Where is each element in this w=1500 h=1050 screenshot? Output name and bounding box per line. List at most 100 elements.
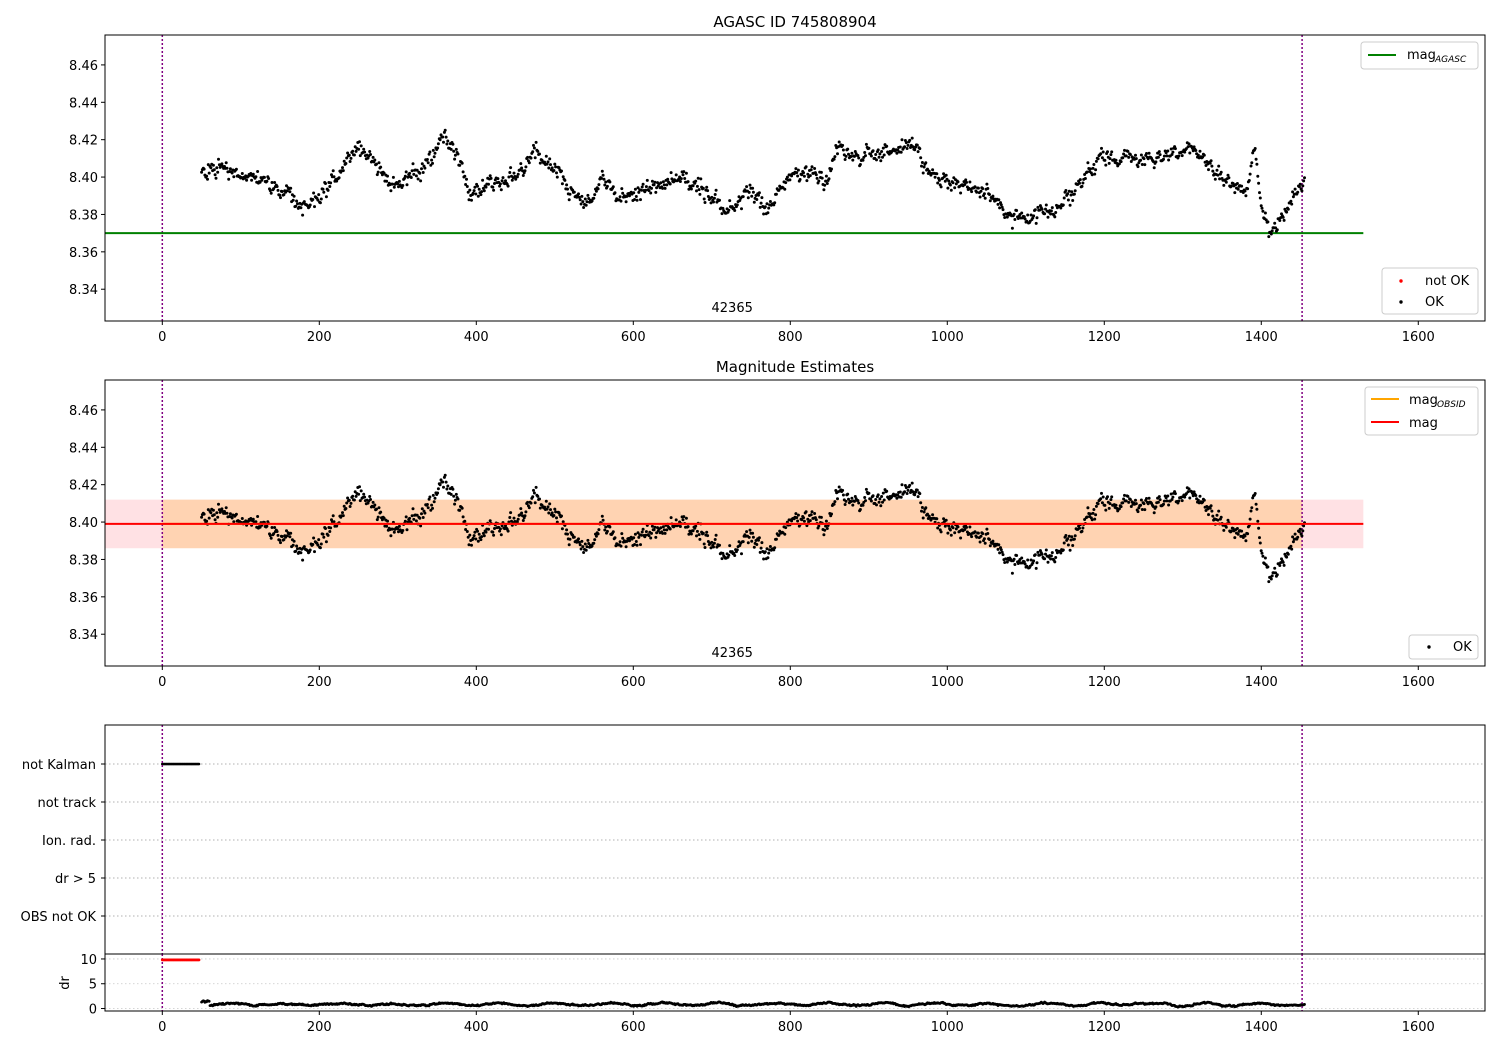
estimate-point xyxy=(1188,496,1192,500)
ok-point xyxy=(834,144,838,147)
ok-point xyxy=(1233,191,1237,195)
ok-point xyxy=(1302,179,1306,183)
estimate-point xyxy=(481,531,485,535)
ok-point xyxy=(1270,229,1274,233)
estimate-point xyxy=(279,541,282,545)
ok-point xyxy=(389,189,393,193)
estimate-point xyxy=(959,536,963,540)
estimate-point xyxy=(1282,563,1286,567)
panel1-legend-top: mag AGASC xyxy=(1360,41,1479,70)
estimate-point xyxy=(396,527,400,531)
estimate-point xyxy=(1069,538,1073,542)
estimate-point xyxy=(644,530,648,534)
estimate-point xyxy=(1034,566,1038,570)
ok-point xyxy=(583,197,587,201)
ok-point xyxy=(1101,150,1105,154)
ok-point xyxy=(481,178,485,182)
ok-point xyxy=(1253,147,1257,150)
estimate-point xyxy=(341,511,344,515)
estimate-point xyxy=(1099,497,1103,501)
ok-point xyxy=(733,209,737,212)
estimate-point xyxy=(1260,551,1264,555)
estimate-point xyxy=(470,543,473,547)
ok-point xyxy=(650,179,654,183)
estimate-point xyxy=(580,539,584,543)
estimate-point xyxy=(377,506,381,510)
ok-point xyxy=(270,181,274,184)
estimate-point xyxy=(341,514,345,518)
estimate-point xyxy=(347,498,351,502)
ok-point xyxy=(504,179,507,183)
estimate-point xyxy=(1231,527,1235,530)
estimate-point xyxy=(280,535,284,538)
estimate-point xyxy=(1167,503,1171,507)
ok-point xyxy=(538,152,541,156)
ok-point xyxy=(278,193,282,197)
ok-point xyxy=(1020,211,1024,215)
estimate-point xyxy=(908,483,912,487)
ok-point xyxy=(712,196,716,200)
estimate-point xyxy=(515,520,519,524)
ok-point xyxy=(454,147,458,151)
ok-point xyxy=(342,159,346,163)
estimate-point xyxy=(507,520,511,524)
estimate-point xyxy=(1145,497,1148,500)
estimate-point xyxy=(903,490,907,494)
ok-point xyxy=(1089,167,1092,171)
estimate-point xyxy=(856,499,860,502)
ok-point xyxy=(766,211,770,215)
estimate-point xyxy=(352,498,356,502)
estimate-point xyxy=(1219,515,1223,519)
ok-point xyxy=(492,188,496,192)
ok-point xyxy=(205,174,209,178)
ok-point xyxy=(1244,194,1248,198)
ok-point xyxy=(625,194,629,198)
ok-point xyxy=(391,175,395,179)
estimate-point xyxy=(1289,544,1293,548)
ok-point xyxy=(1258,196,1262,200)
estimate-point xyxy=(256,515,260,518)
estimate-point xyxy=(1109,498,1113,502)
estimate-point xyxy=(351,494,355,498)
ok-point xyxy=(506,184,510,188)
ok-point xyxy=(324,182,327,185)
estimate-point xyxy=(988,538,991,541)
ok-point xyxy=(471,191,475,195)
ok-point xyxy=(665,183,669,187)
ok-point xyxy=(798,178,802,181)
estimate-point xyxy=(1110,495,1114,499)
estimate-point xyxy=(654,535,658,539)
ok-point xyxy=(806,172,810,176)
ok-point xyxy=(621,191,625,195)
ok-point xyxy=(921,171,925,175)
estimate-point xyxy=(480,535,484,539)
estimate-point xyxy=(851,503,855,507)
ok-point xyxy=(1040,207,1044,211)
estimate-point xyxy=(527,506,531,510)
ok-point xyxy=(1269,232,1273,236)
estimate-point xyxy=(1171,495,1175,499)
estimate-point xyxy=(421,516,425,519)
panel2-legend-bottom: OK xyxy=(1408,634,1479,660)
estimate-point xyxy=(1046,560,1050,564)
estimate-point xyxy=(637,535,641,539)
estimate-point xyxy=(703,546,707,549)
estimate-point xyxy=(728,544,732,548)
ok-point xyxy=(605,184,609,188)
estimate-point xyxy=(431,493,435,497)
dr-xtick-label: 1000 xyxy=(931,1020,964,1035)
panel2-legend-mag: mag xyxy=(1409,416,1438,431)
ok-point xyxy=(885,144,889,148)
ok-point xyxy=(568,192,572,196)
ok-point xyxy=(910,136,914,140)
estimate-point xyxy=(922,510,926,514)
ok-point xyxy=(425,158,429,161)
ok-point xyxy=(1187,142,1191,146)
ok-point xyxy=(1258,191,1261,195)
flag-label: OBS not OK xyxy=(21,910,97,925)
ok-point xyxy=(600,169,604,173)
ok-point xyxy=(1044,203,1048,207)
estimate-point xyxy=(634,540,638,543)
ok-point xyxy=(713,193,717,196)
ok-point xyxy=(1235,182,1239,185)
